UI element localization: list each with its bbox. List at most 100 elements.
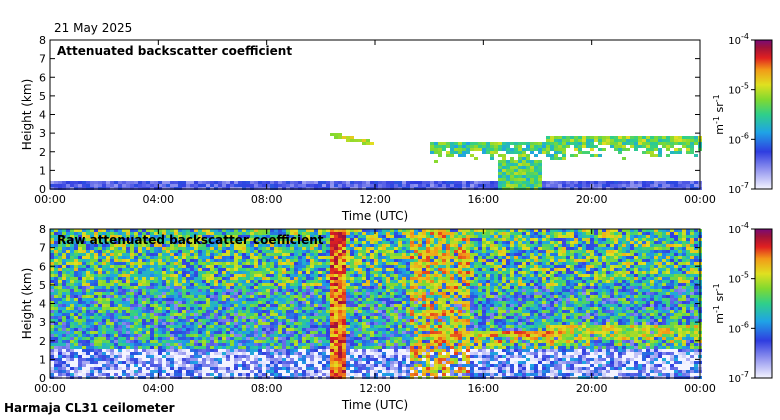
heatmap-cell [278, 274, 282, 277]
heatmap-cell [302, 349, 306, 352]
heatmap-cell [194, 232, 198, 235]
heatmap-cell [342, 346, 346, 349]
heatmap-cell [166, 301, 170, 304]
heatmap-cell [306, 349, 310, 352]
heatmap-cell [86, 370, 90, 373]
heatmap-cell [62, 370, 66, 373]
heatmap-cell [66, 286, 70, 289]
heatmap-cell [170, 256, 174, 259]
heatmap-cell [642, 181, 646, 184]
y-tick-label: 4 [39, 109, 46, 122]
heatmap-cell [138, 316, 142, 319]
heatmap-cell [214, 343, 218, 346]
heatmap-cell [74, 289, 78, 292]
heatmap-cell [198, 367, 202, 370]
heatmap-cell [106, 370, 110, 373]
heatmap-cell [222, 229, 226, 232]
heatmap-cell [626, 139, 630, 142]
heatmap-cell [162, 265, 166, 268]
heatmap-cell [178, 262, 182, 265]
heatmap-cell [338, 364, 342, 367]
heatmap-cell [126, 184, 130, 187]
heatmap-cell [54, 310, 58, 313]
heatmap-cell [222, 256, 226, 259]
heatmap-cell [258, 283, 262, 286]
heatmap-cell [182, 244, 186, 247]
heatmap-cell [282, 262, 286, 265]
heatmap-cell [618, 139, 622, 142]
heatmap-cell [474, 181, 478, 184]
heatmap-cell [582, 181, 586, 184]
heatmap-cell [282, 286, 286, 289]
heatmap-cell [118, 271, 122, 274]
heatmap-cell [274, 301, 278, 304]
heatmap-cell [238, 328, 242, 331]
heatmap-cell [334, 298, 338, 301]
heatmap-cell [246, 181, 250, 184]
heatmap-cell [90, 256, 94, 259]
heatmap-cell [206, 322, 210, 325]
heatmap-cell [198, 301, 202, 304]
heatmap-cell [110, 361, 114, 364]
heatmap-cell [258, 268, 262, 271]
heatmap-cell [90, 355, 94, 358]
heatmap-cell [70, 238, 74, 241]
heatmap-cell [290, 181, 294, 184]
heatmap-cell [346, 271, 350, 274]
heatmap-cell [130, 343, 134, 346]
heatmap-cell [54, 334, 58, 337]
heatmap-cell [142, 271, 146, 274]
heatmap-cell [650, 154, 654, 157]
heatmap-cell [146, 181, 150, 184]
heatmap-cell [298, 346, 302, 349]
heatmap-cell [74, 232, 78, 235]
heatmap-cell [118, 310, 122, 313]
heatmap-cell [234, 280, 238, 283]
heatmap-cell [174, 280, 178, 283]
heatmap-cell [414, 181, 418, 184]
heatmap-cell [50, 340, 54, 343]
heatmap-cell [242, 325, 246, 328]
heatmap-cell [262, 268, 266, 271]
heatmap-cell [334, 310, 338, 313]
heatmap-cell [302, 235, 306, 238]
heatmap-cell [566, 184, 570, 187]
heatmap-cell [54, 253, 58, 256]
heatmap-cell [130, 289, 134, 292]
heatmap-cell [194, 265, 198, 268]
heatmap-cell [202, 253, 206, 256]
heatmap-cell [290, 292, 294, 295]
heatmap-cell [154, 229, 158, 232]
heatmap-cell [694, 181, 698, 184]
heatmap-cell [66, 307, 70, 310]
heatmap-cell [310, 331, 314, 334]
heatmap-cell [150, 331, 154, 334]
heatmap-cell [218, 184, 222, 187]
heatmap-cell [290, 238, 294, 241]
heatmap-cell [162, 313, 166, 316]
heatmap-cell [242, 289, 246, 292]
heatmap-cell [474, 145, 478, 148]
heatmap-cell [282, 235, 286, 238]
heatmap-cell [286, 256, 290, 259]
heatmap-cell [334, 241, 338, 244]
heatmap-cell [538, 163, 542, 166]
heatmap-cell [218, 283, 222, 286]
heatmap-cell [198, 253, 202, 256]
heatmap-cell [326, 241, 330, 244]
heatmap-cell [594, 181, 598, 184]
heatmap-cell [306, 286, 310, 289]
heatmap-cell [162, 343, 166, 346]
heatmap-cell [226, 319, 230, 322]
heatmap-cell [482, 148, 486, 151]
heatmap-cell [234, 298, 238, 301]
heatmap-cell [70, 250, 74, 253]
heatmap-cell [170, 244, 174, 247]
heatmap-cell [510, 148, 514, 151]
heatmap-cell [62, 181, 66, 184]
heatmap-cell [270, 250, 274, 253]
heatmap-cell [114, 229, 118, 232]
heatmap-cell [202, 235, 206, 238]
heatmap-cell [274, 322, 278, 325]
heatmap-cell [178, 289, 182, 292]
